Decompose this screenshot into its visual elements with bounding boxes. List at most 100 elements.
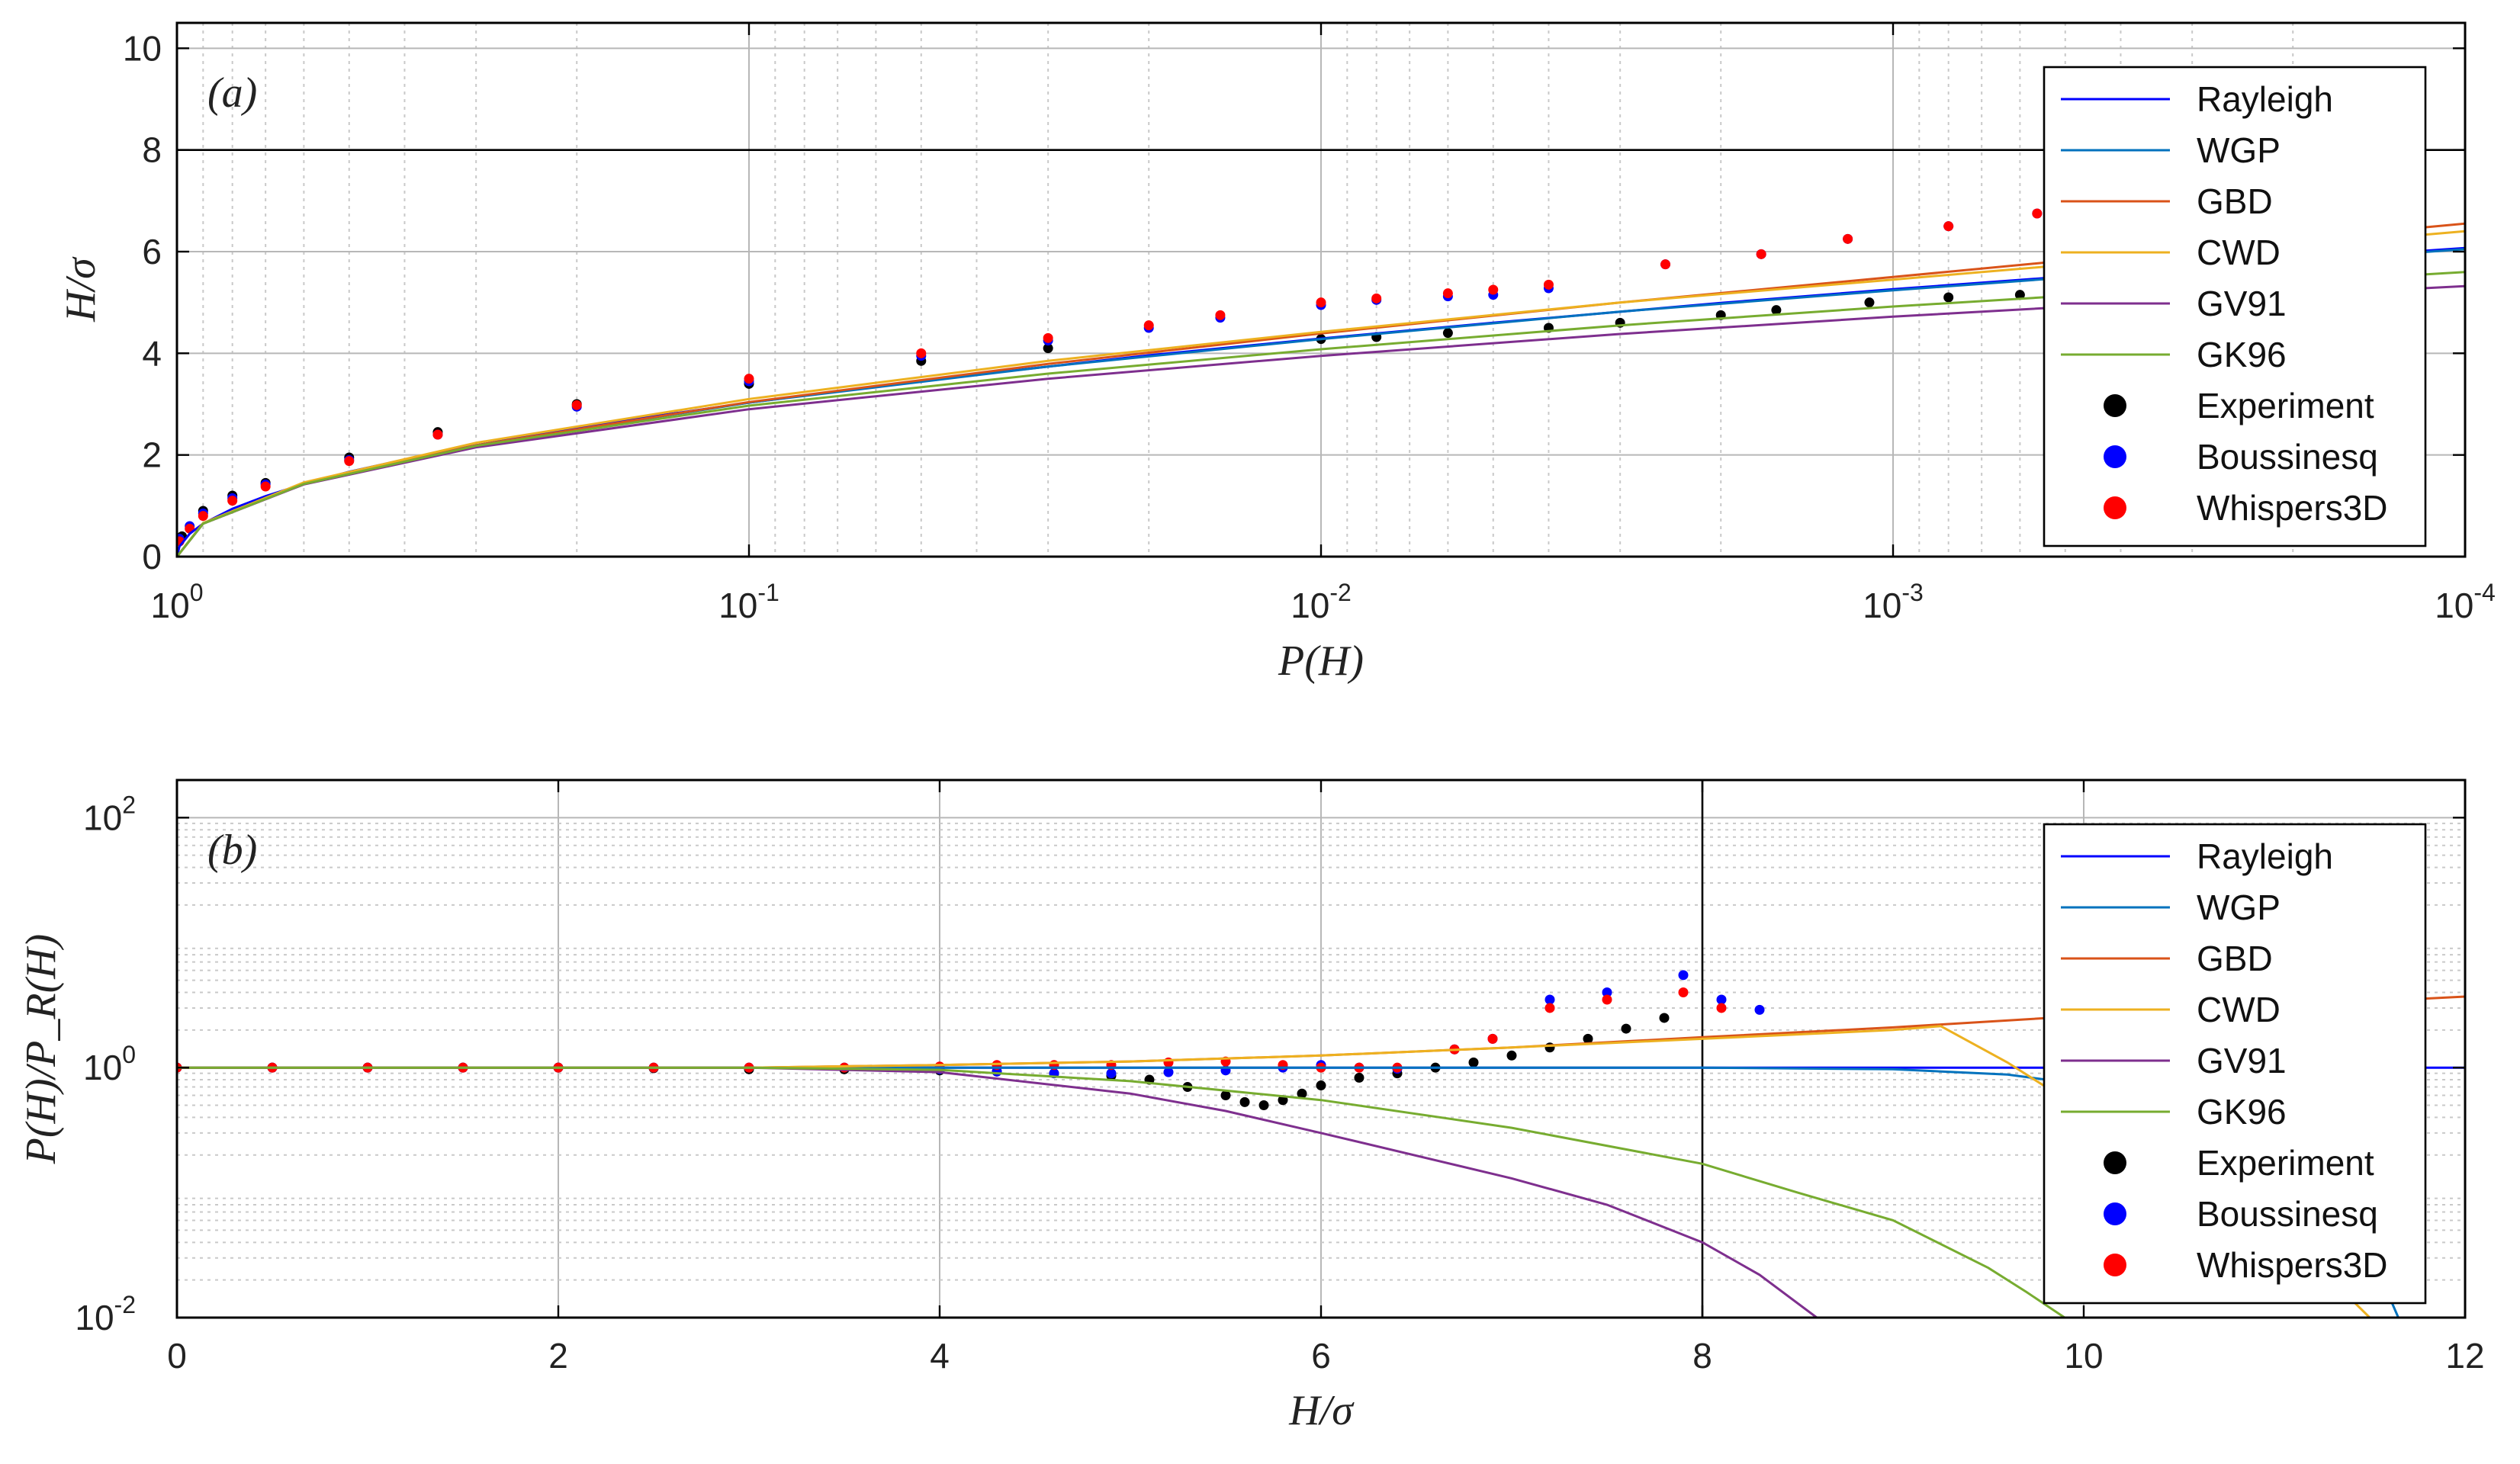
data-point	[1544, 1042, 1555, 1053]
data-point	[1354, 1072, 1364, 1083]
legend-swatch-marker	[2104, 1202, 2126, 1225]
x-tick-label: 10-1	[718, 579, 779, 625]
x-axis-label: P(H)	[1278, 637, 1364, 685]
legend-item: GV91	[2061, 1041, 2287, 1080]
legend-item: Boussinesq	[2104, 437, 2378, 477]
data-point	[2032, 208, 2043, 219]
legend-label: GK96	[2197, 1092, 2287, 1132]
y-tick-label: 8	[142, 130, 162, 170]
data-point	[227, 496, 238, 506]
data-point	[1371, 293, 1382, 303]
y-tick-label: 10-2	[75, 1291, 136, 1337]
panel-a: 100 10-1 10-2 10-3 10-40246810(a)P(H)H/σRayl…	[57, 21, 2496, 685]
panel-b: 0 2 4 6 8 10 1210-2100102(b)H/σP(H)/P_R(H)Rayl…	[18, 779, 2485, 1434]
y-tick-label: 0	[142, 537, 162, 576]
data-point	[344, 456, 355, 467]
legend-label: Boussinesq	[2197, 1194, 2378, 1234]
legend-label: GBD	[2197, 939, 2273, 978]
legend-label: Experiment	[2197, 1143, 2374, 1183]
x-tick-label: 4	[930, 1336, 950, 1376]
tick-exponent: -2	[1329, 579, 1351, 606]
tick-exponent: -4	[2473, 579, 2495, 606]
data-point	[1678, 987, 1689, 997]
series-line-gv91	[177, 1066, 1818, 1318]
data-point	[1678, 970, 1689, 981]
y-axis-label: P(H)/P_R(H)	[18, 934, 65, 1165]
data-point	[1583, 1033, 1593, 1044]
tick-base: 10	[83, 1048, 122, 1087]
data-point	[1106, 1068, 1117, 1079]
y-tick-label: 10	[123, 28, 162, 68]
legend-item: Whispers3D	[2104, 488, 2388, 528]
data-point	[1316, 297, 1326, 308]
y-axis-label: H/σ	[57, 256, 104, 323]
tick-exponent: -2	[114, 1291, 136, 1318]
legend-label: Experiment	[2197, 386, 2374, 425]
legend-box	[2043, 66, 2427, 547]
legend-item: GV91	[2061, 284, 2287, 323]
legend: Rayleigh WGP GBD CWD GV91 GK96 Experiment Bouss…	[2043, 66, 2427, 547]
legend-swatch-marker	[2104, 496, 2126, 519]
legend-label: Rayleigh	[2197, 836, 2333, 876]
legend-label: GK96	[2197, 335, 2287, 374]
legend-item: Experiment	[2104, 1143, 2374, 1183]
data-point	[198, 511, 208, 522]
legend-label: Whispers3D	[2197, 1245, 2388, 1285]
data-point	[1602, 994, 1612, 1005]
y-tick-label: 102	[83, 791, 136, 837]
legend-label: GBD	[2197, 181, 2273, 221]
legend-label: GV91	[2197, 284, 2287, 323]
x-axis-label: H/σ	[1288, 1387, 1355, 1434]
x-tick-label: 6	[1311, 1336, 1331, 1376]
x-tick-label: 0	[167, 1336, 187, 1376]
data-point	[1506, 1050, 1517, 1061]
data-point	[1716, 994, 1727, 1005]
legend: Rayleigh WGP GBD CWD GV91 GK96 Experiment Bouss…	[2043, 823, 2427, 1305]
tick-exponent: 0	[190, 579, 204, 606]
y-tick-label: 6	[142, 232, 162, 271]
tick-base: 10	[83, 798, 122, 837]
tick-exponent: -1	[757, 579, 779, 606]
legend-label: WGP	[2197, 130, 2281, 170]
data-point	[1660, 259, 1671, 270]
legend-label: WGP	[2197, 888, 2281, 927]
legend-label: Rayleigh	[2197, 79, 2333, 119]
legend-label: CWD	[2197, 990, 2281, 1029]
legend-swatch-marker	[2104, 394, 2126, 417]
legend-swatch-marker	[2104, 1254, 2126, 1276]
legend-item: Rayleigh	[2061, 836, 2333, 876]
series-line-gk96	[177, 1066, 2065, 1318]
data-point	[1163, 1067, 1174, 1077]
legend-item: Experiment	[2104, 386, 2374, 425]
data-point	[744, 374, 754, 384]
data-point	[1621, 1023, 1631, 1034]
data-point	[1043, 332, 1053, 343]
x-tick-label: 8	[1692, 1336, 1712, 1376]
legend-item: WGP	[2061, 888, 2281, 927]
data-point	[1943, 292, 1954, 303]
legend-item: Rayleigh	[2061, 79, 2333, 119]
legend-item: GBD	[2061, 181, 2273, 221]
legend-item: Whispers3D	[2104, 1245, 2388, 1285]
tick-base: 10	[1863, 586, 1901, 625]
data-point	[1239, 1096, 1250, 1107]
legend-item: CWD	[2061, 990, 2281, 1029]
data-point	[1543, 279, 1554, 290]
data-point	[1771, 305, 1782, 316]
y-tick-label: 100	[83, 1041, 136, 1087]
series-line-gk96	[177, 271, 2465, 557]
legend-item: GK96	[2061, 1092, 2287, 1132]
x-tick-label: 10	[2064, 1336, 2103, 1376]
data-point	[1297, 1088, 1307, 1099]
data-point	[1756, 249, 1766, 259]
data-point	[1943, 221, 1954, 232]
legend-swatch-marker	[2104, 1151, 2126, 1174]
data-point	[1215, 310, 1226, 320]
legend-item: GBD	[2061, 939, 2273, 978]
data-point	[1143, 320, 1154, 331]
tick-base: 10	[2435, 586, 2473, 625]
data-point	[1043, 343, 1053, 354]
x-tick-label: 10-3	[1863, 579, 1924, 625]
data-point	[1544, 994, 1555, 1005]
